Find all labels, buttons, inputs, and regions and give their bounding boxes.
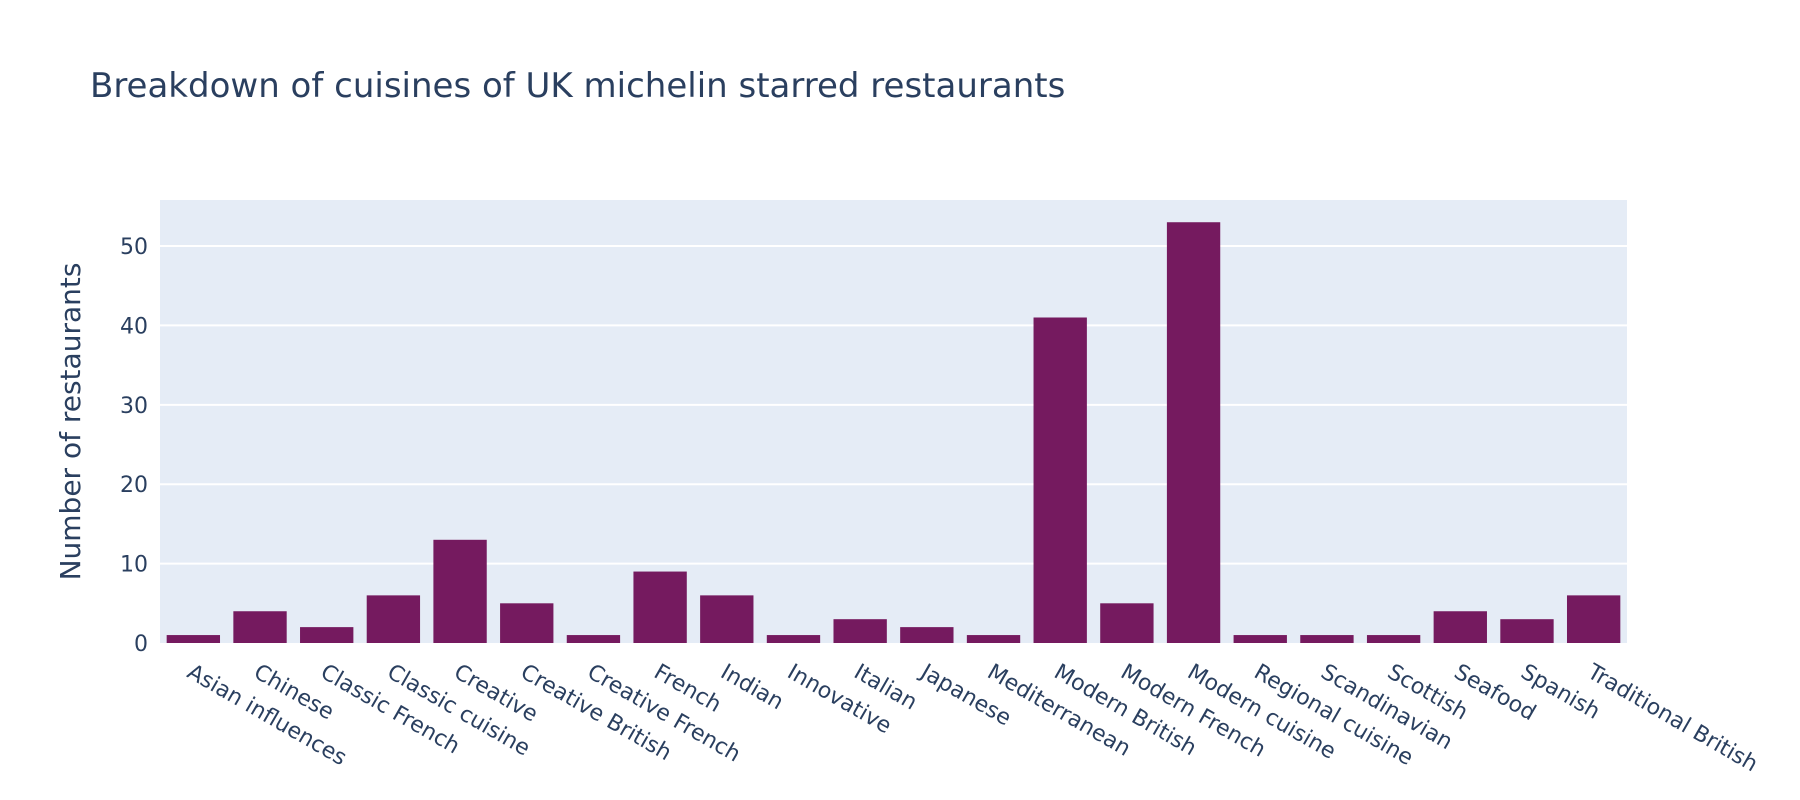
bar [500, 603, 554, 643]
y-axis-title: Number of restaurants [54, 263, 87, 581]
bars [166, 222, 1621, 644]
x-tick-label: Indian [716, 660, 787, 716]
y-axis-ticks: 0 10 20 30 40 50 [120, 235, 148, 657]
y-tick-label: 40 [120, 314, 148, 339]
x-tick-label: Traditional British [1582, 659, 1762, 777]
bar [700, 595, 754, 643]
bar [1233, 635, 1287, 643]
bar [1100, 603, 1154, 643]
chart-title: Breakdown of cuisines of UK michelin sta… [90, 66, 1066, 106]
gridlines [160, 245, 1627, 565]
bar [300, 627, 354, 643]
bar [1033, 317, 1087, 643]
bar [233, 611, 287, 643]
y-tick-label: 30 [120, 394, 148, 419]
bar [833, 619, 887, 643]
bar [366, 595, 421, 643]
bar [1166, 222, 1221, 644]
bar [1500, 619, 1554, 643]
bar [766, 635, 821, 643]
bar [566, 635, 621, 643]
bar [1366, 635, 1421, 643]
plot-area [160, 200, 1627, 643]
y-tick-label: 10 [120, 553, 148, 578]
bar [1566, 595, 1621, 643]
bar [633, 571, 687, 643]
bar [900, 627, 954, 643]
y-tick-label: 20 [120, 473, 148, 498]
bar [966, 635, 1021, 643]
bar [1300, 635, 1354, 643]
bar [1433, 611, 1487, 643]
bar [433, 539, 487, 643]
bar [166, 635, 221, 643]
y-tick-label: 50 [120, 235, 148, 260]
y-tick-label: 0 [134, 632, 148, 657]
